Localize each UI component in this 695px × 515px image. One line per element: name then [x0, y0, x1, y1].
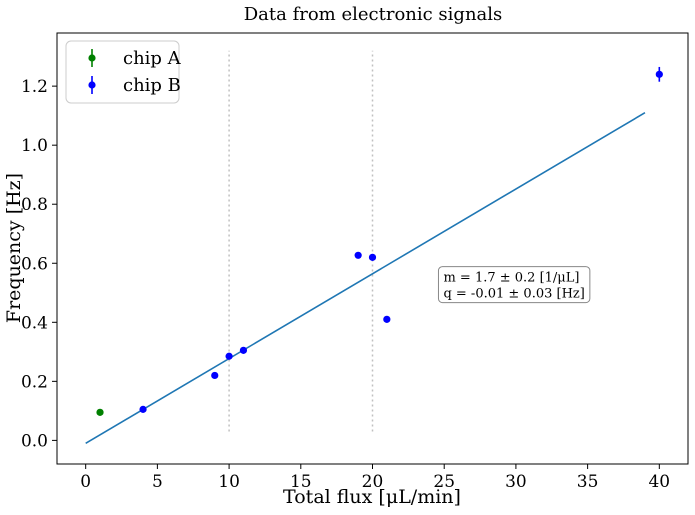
- y-tick-label: 0.6: [21, 254, 48, 274]
- legend-items: chip A chip B: [88, 48, 182, 96]
- data-point: [211, 371, 219, 380]
- y-tick-label: 0.4: [21, 313, 48, 333]
- legend-marker-icon: [88, 54, 96, 62]
- x-tick-label: 5: [152, 472, 163, 492]
- fit-line-group: [85, 112, 646, 445]
- y-tick-label: 0.8: [21, 195, 48, 215]
- y-tick-label: 0.2: [21, 372, 48, 392]
- y-tick-label: 1.2: [21, 77, 48, 97]
- x-tick-label: 35: [577, 472, 599, 492]
- y-tick-label: 1.0: [21, 136, 48, 156]
- annotation-slope-text: m = 1.7 ± 0.2 [1/μL]: [443, 271, 579, 286]
- annotation-frame: [437, 266, 591, 304]
- data-points: [96, 66, 663, 416]
- y-tick-label: 0.0: [21, 431, 48, 451]
- x-tick-label: 25: [433, 472, 455, 492]
- legend-marker-icon: [88, 81, 96, 89]
- chart-title: Data from electronic signals: [244, 4, 503, 25]
- data-point: [139, 405, 147, 413]
- data-point: [225, 352, 233, 360]
- x-tick-label: 0: [80, 472, 91, 492]
- legend-label: chip B: [123, 75, 181, 96]
- x-axis-ticks: 0 5 10 15 20 25 30 35 40: [80, 464, 670, 492]
- x-axis-title: Total flux [μL/min]: [283, 486, 461, 508]
- data-point: [368, 253, 377, 261]
- x-tick-label: 15: [290, 472, 312, 492]
- fit-line: [85, 112, 646, 445]
- data-point: [239, 346, 248, 354]
- annotation-box: m = 1.7 ± 0.2 [1/μL] q = -0.01 ± 0.03 [H…: [437, 266, 591, 304]
- annotation-intercept-text: q = -0.01 ± 0.03 [Hz]: [443, 287, 584, 302]
- legend-label: chip A: [123, 48, 182, 69]
- y-axis-ticks: 0.0 0.2 0.4 0.6 0.8 1.0 1.2: [21, 77, 57, 451]
- data-point: [383, 315, 391, 323]
- data-point: [354, 251, 362, 259]
- data-point: [96, 408, 104, 416]
- data-point: [655, 70, 663, 78]
- legend: chip A chip B: [65, 40, 182, 104]
- x-tick-label: 20: [362, 472, 384, 492]
- vertical-guide-lines: [228, 50, 374, 432]
- x-tick-label: 40: [648, 472, 670, 492]
- y-axis-title: Frequency [Hz]: [3, 173, 25, 323]
- x-tick-label: 10: [218, 472, 240, 492]
- x-tick-label: 30: [505, 472, 527, 492]
